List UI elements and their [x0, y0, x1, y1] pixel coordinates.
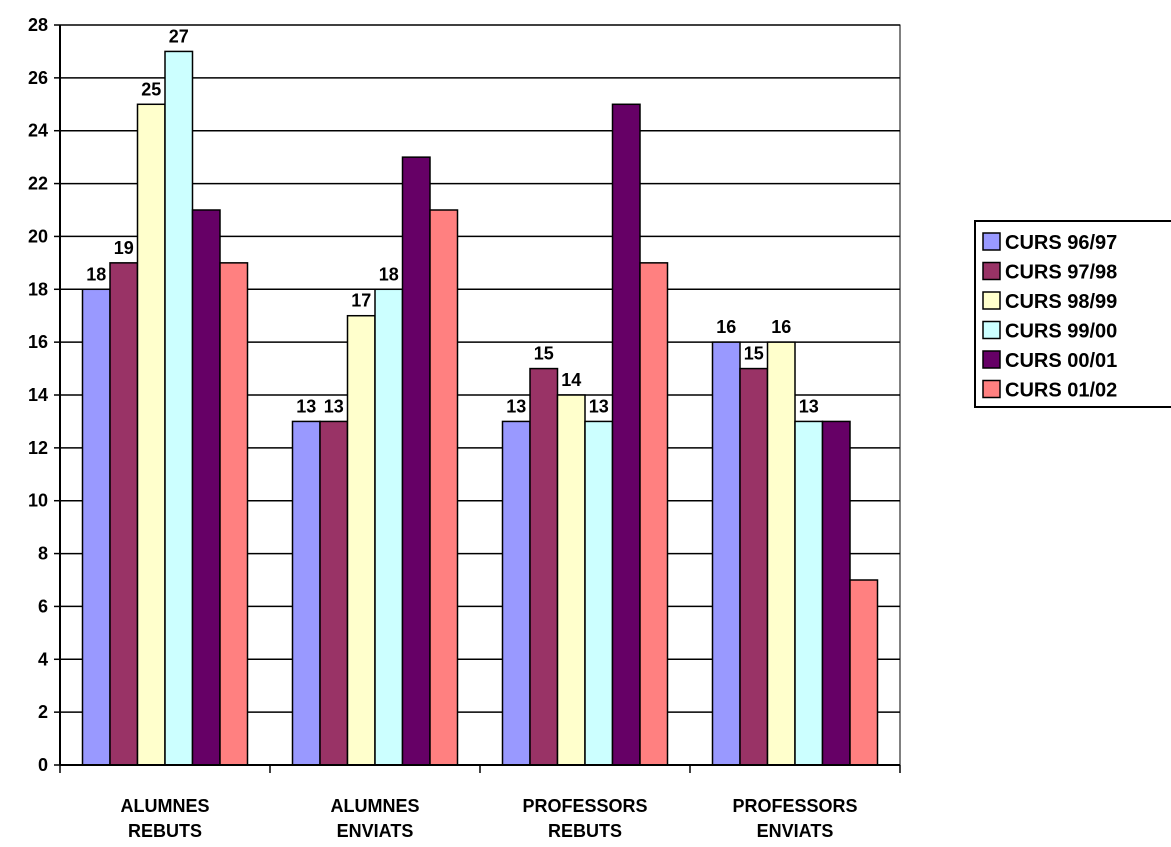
data-label: 13 — [799, 396, 819, 416]
legend: CURS 96/97 CURS 97/98 CURS 98/99 CURS 99/00… — [974, 220, 1171, 408]
y-tick-label: 2 — [38, 702, 48, 722]
data-label: 16 — [771, 317, 791, 337]
data-label: 13 — [324, 396, 344, 416]
bar — [794, 420, 824, 766]
bar — [136, 103, 166, 766]
bar — [501, 420, 531, 766]
bar — [291, 420, 321, 766]
y-tick-label: 24 — [28, 121, 48, 141]
x-category-label: PROFESSORS ENVIATS — [732, 796, 857, 841]
legend-label: CURS 99/00 — [1005, 321, 1117, 343]
bar — [849, 579, 879, 766]
legend-label: CURS 98/99 — [1005, 291, 1117, 313]
data-label: 15 — [744, 344, 764, 364]
bar — [346, 314, 376, 766]
y-tick-label: 4 — [38, 649, 48, 669]
bar — [711, 341, 741, 766]
data-label: 13 — [296, 396, 316, 416]
bar — [529, 367, 559, 766]
bar — [374, 288, 404, 766]
x-category-label: PROFESSORS REBUTS — [522, 796, 647, 841]
legend-swatch — [982, 261, 1001, 281]
data-label: 27 — [169, 26, 189, 46]
x-category-label: ALUMNES ENVIATS — [331, 796, 420, 841]
bar — [556, 394, 586, 766]
legend-swatch — [982, 232, 1001, 251]
y-tick-label: 20 — [28, 226, 48, 246]
legend-label: CURS 01/02 — [1005, 380, 1117, 402]
data-labels: 18 19 25 27 13 13 17 18 13 15 14 13 16 15 16 13 — [86, 26, 819, 416]
data-label: 16 — [716, 317, 736, 337]
bar — [191, 209, 221, 766]
data-label: 17 — [351, 291, 371, 311]
bar — [739, 367, 769, 766]
y-tick-label: 14 — [28, 385, 48, 405]
data-label: 15 — [534, 344, 554, 364]
bars — [81, 50, 879, 766]
bar — [766, 341, 796, 766]
y-tick-label: 12 — [28, 438, 48, 458]
data-label: 19 — [114, 238, 134, 258]
data-label: 25 — [141, 79, 161, 99]
legend-swatch — [982, 320, 1001, 340]
bar — [81, 288, 111, 766]
bar — [164, 50, 194, 766]
bar — [611, 103, 641, 766]
y-tick-label: 18 — [28, 279, 48, 299]
y-tick-label: 8 — [38, 544, 48, 564]
data-label: 13 — [506, 396, 526, 416]
y-tick-label: 10 — [28, 491, 48, 511]
y-tick-label: 22 — [28, 174, 48, 194]
bar — [319, 420, 349, 766]
legend-box — [974, 220, 1171, 408]
legend-swatch — [982, 379, 1001, 399]
y-tick-label: 26 — [28, 68, 48, 88]
legend-label: CURS 00/01 — [1005, 350, 1117, 372]
data-label: 13 — [589, 396, 609, 416]
bar — [109, 262, 139, 766]
bar — [584, 420, 614, 766]
bar — [219, 262, 249, 766]
legend-label: CURS 96/97 — [1005, 232, 1117, 254]
bar — [821, 420, 851, 766]
y-tick-label: 16 — [28, 332, 48, 352]
bar — [429, 209, 459, 766]
bar — [639, 262, 669, 766]
legend-label: CURS 97/98 — [1005, 262, 1117, 284]
y-tick-label: 6 — [38, 596, 48, 616]
x-axis-categories: ALUMNES REBUTS ALUMNES ENVIATS PROFESSORS REB… — [121, 796, 858, 841]
legend-swatch — [982, 350, 1001, 369]
data-label: 18 — [86, 264, 106, 284]
y-tick-label: 28 — [28, 15, 48, 35]
y-tick-label: 0 — [38, 755, 48, 775]
data-label: 14 — [561, 370, 581, 390]
x-category-label: ALUMNES REBUTS — [121, 796, 210, 841]
data-label: 18 — [379, 264, 399, 284]
legend-swatch — [982, 291, 1001, 310]
bar — [401, 156, 431, 766]
